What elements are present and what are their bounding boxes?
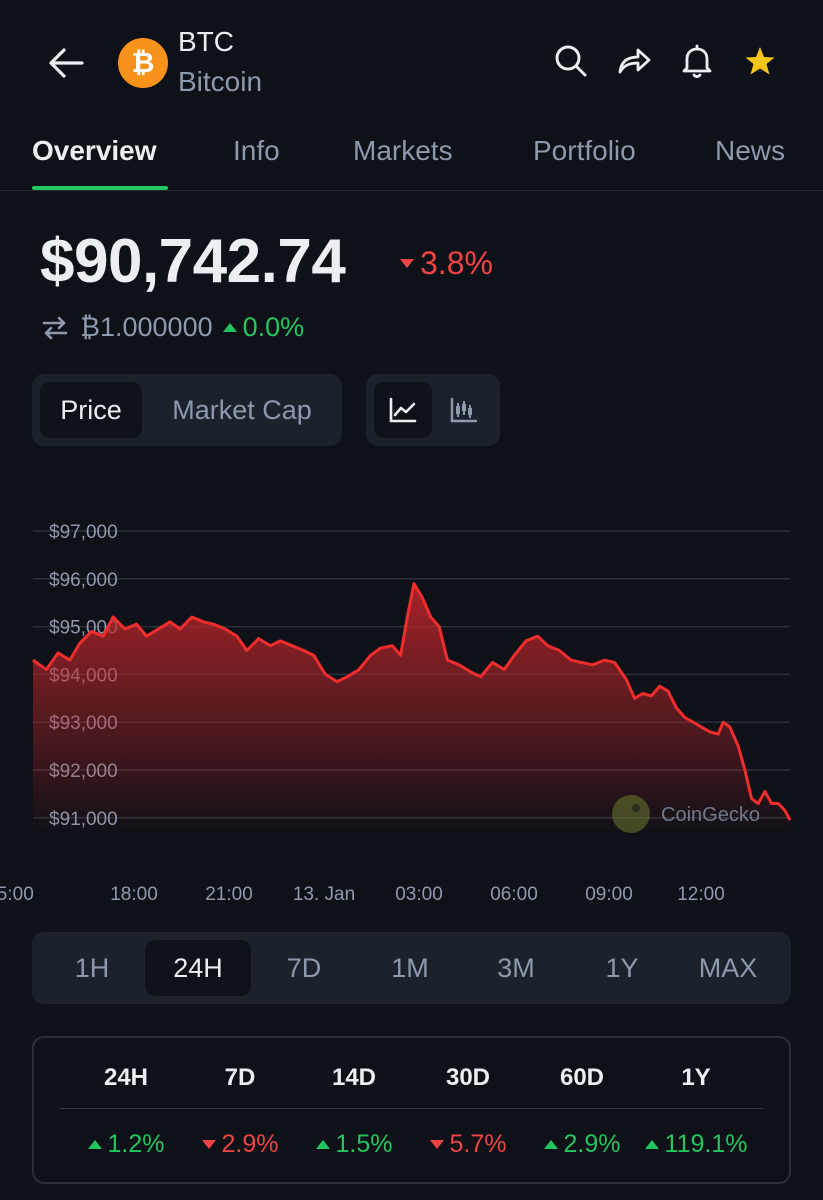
coin-symbol: BTC	[178, 26, 234, 57]
price-change: 3.8%	[400, 245, 493, 282]
metric-toggle: Price Market Cap	[32, 374, 342, 446]
chart-type-toggle	[366, 374, 500, 446]
candlestick-chart-button[interactable]	[436, 382, 492, 438]
perf-divider	[60, 1108, 763, 1109]
x-tick-label: 13. Jan	[293, 884, 355, 905]
perf-header-7d: 7D	[224, 1064, 256, 1091]
x-tick-label: 18:00	[110, 884, 158, 905]
range-1m-button[interactable]: 1M	[391, 952, 429, 983]
price-toggle-button[interactable]: Price	[40, 382, 142, 438]
bitcoin-logo: ₿	[118, 38, 168, 88]
up-triangle-icon	[644, 1140, 659, 1149]
line-chart-button[interactable]	[374, 382, 432, 438]
bell-icon[interactable]	[674, 38, 720, 84]
perf-value-14d: 1.5%	[294, 1130, 414, 1159]
range-3m-button[interactable]: 3M	[497, 952, 535, 983]
range-1y-button[interactable]: 1Y	[605, 952, 639, 983]
perf-value-1y: 119.1%	[636, 1130, 756, 1159]
active-tab-indicator	[32, 186, 168, 190]
y-tick-label: $96,000	[49, 570, 118, 591]
y-tick-label: $97,000	[49, 522, 118, 543]
current-price: $90,742.74	[40, 227, 346, 296]
price-line	[32, 582, 792, 821]
perf-header-1y: 1Y	[681, 1064, 711, 1091]
range-24h-button[interactable]: 24H	[145, 940, 251, 996]
tab-news[interactable]: News	[715, 135, 786, 166]
y-tick-label: $95,000	[49, 618, 118, 639]
coingecko-watermark: CoinGecko	[612, 795, 760, 833]
tab-info[interactable]: Info	[233, 135, 280, 166]
tab-overview[interactable]: Overview	[32, 135, 157, 166]
btc-price-row: ₿1.000000 0.0%	[40, 312, 304, 343]
btc-price-value: ₿1.000000	[80, 312, 213, 342]
up-triangle-icon	[315, 1140, 330, 1149]
range-max-button[interactable]: MAX	[698, 952, 758, 983]
star-icon[interactable]	[737, 38, 783, 84]
up-triangle-icon	[87, 1140, 102, 1149]
up-triangle-icon	[543, 1140, 558, 1149]
perf-value-60d-text: 2.9%	[563, 1130, 621, 1158]
x-tick-label: 06:00	[490, 884, 538, 905]
perf-value-24h-text: 1.2%	[107, 1130, 165, 1158]
x-tick-label: 21:00	[205, 884, 253, 905]
perf-value-1y-text: 119.1%	[664, 1130, 748, 1158]
tab-portfolio[interactable]: Portfolio	[533, 135, 636, 166]
back-arrow-icon[interactable]	[44, 40, 90, 86]
x-tick-label: 12:00	[677, 884, 725, 905]
share-icon[interactable]	[611, 38, 657, 84]
range-1h-button[interactable]: 1H	[74, 952, 110, 983]
perf-value-14d-text: 1.5%	[335, 1130, 393, 1158]
coingecko-logo-icon	[612, 795, 650, 833]
perf-header-24h: 24H	[103, 1064, 149, 1091]
watermark-text: CoinGecko	[661, 804, 760, 826]
btc-price-change: 0.0%	[222, 312, 305, 343]
line-chart-icon	[389, 397, 417, 423]
x-tick-label: 09:00	[585, 884, 633, 905]
time-range-selector: 1H 24H 7D 1M 3M 1Y MAX	[32, 932, 791, 1004]
tab-divider	[0, 190, 823, 191]
x-tick-label: 03:00	[395, 884, 443, 905]
down-triangle-icon	[429, 1140, 444, 1149]
perf-value-7d: 2.9%	[180, 1130, 300, 1159]
market-cap-toggle-button[interactable]: Market Cap	[172, 394, 312, 425]
down-triangle-icon	[201, 1140, 216, 1149]
perf-value-7d-text: 2.9%	[221, 1130, 279, 1158]
perf-header-60d: 60D	[559, 1064, 605, 1091]
perf-value-24h: 1.2%	[66, 1130, 186, 1159]
perf-value-60d: 2.9%	[522, 1130, 642, 1159]
price-chart[interactable]: $97,000$96,000$95,000$94,000$93,000$92,0…	[0, 500, 823, 920]
perf-header-14d: 14D	[331, 1064, 377, 1091]
search-icon[interactable]	[548, 38, 594, 84]
x-tick-label: 15:00	[0, 884, 34, 905]
coin-name: Bitcoin	[178, 66, 263, 97]
x-axis-labels: 15:00 18:00 21:00 13. Jan 03:00 06:00 09:00 12:…	[0, 884, 725, 905]
candlestick-chart-icon	[450, 397, 478, 423]
perf-header-30d: 30D	[445, 1064, 491, 1091]
price-change-value: 3.8%	[420, 245, 493, 281]
swap-arrows-icon	[42, 316, 68, 339]
btc-change-value: 0.0%	[242, 312, 305, 342]
price-area-fill	[33, 583, 790, 830]
up-triangle-icon	[222, 323, 237, 332]
performance-table: 24H 7D 14D 30D 60D 1Y 1.2% 2.9% 1.5% 5.7…	[32, 1036, 791, 1184]
tab-markets[interactable]: Markets	[353, 135, 453, 166]
perf-value-30d-text: 5.7%	[449, 1130, 507, 1158]
range-7d-button[interactable]: 7D	[286, 952, 322, 983]
down-triangle-icon	[400, 259, 414, 268]
bitcoin-logo-glyph: ₿	[132, 46, 155, 79]
perf-value-30d: 5.7%	[408, 1130, 528, 1159]
coingecko-logo-eye	[632, 804, 640, 812]
